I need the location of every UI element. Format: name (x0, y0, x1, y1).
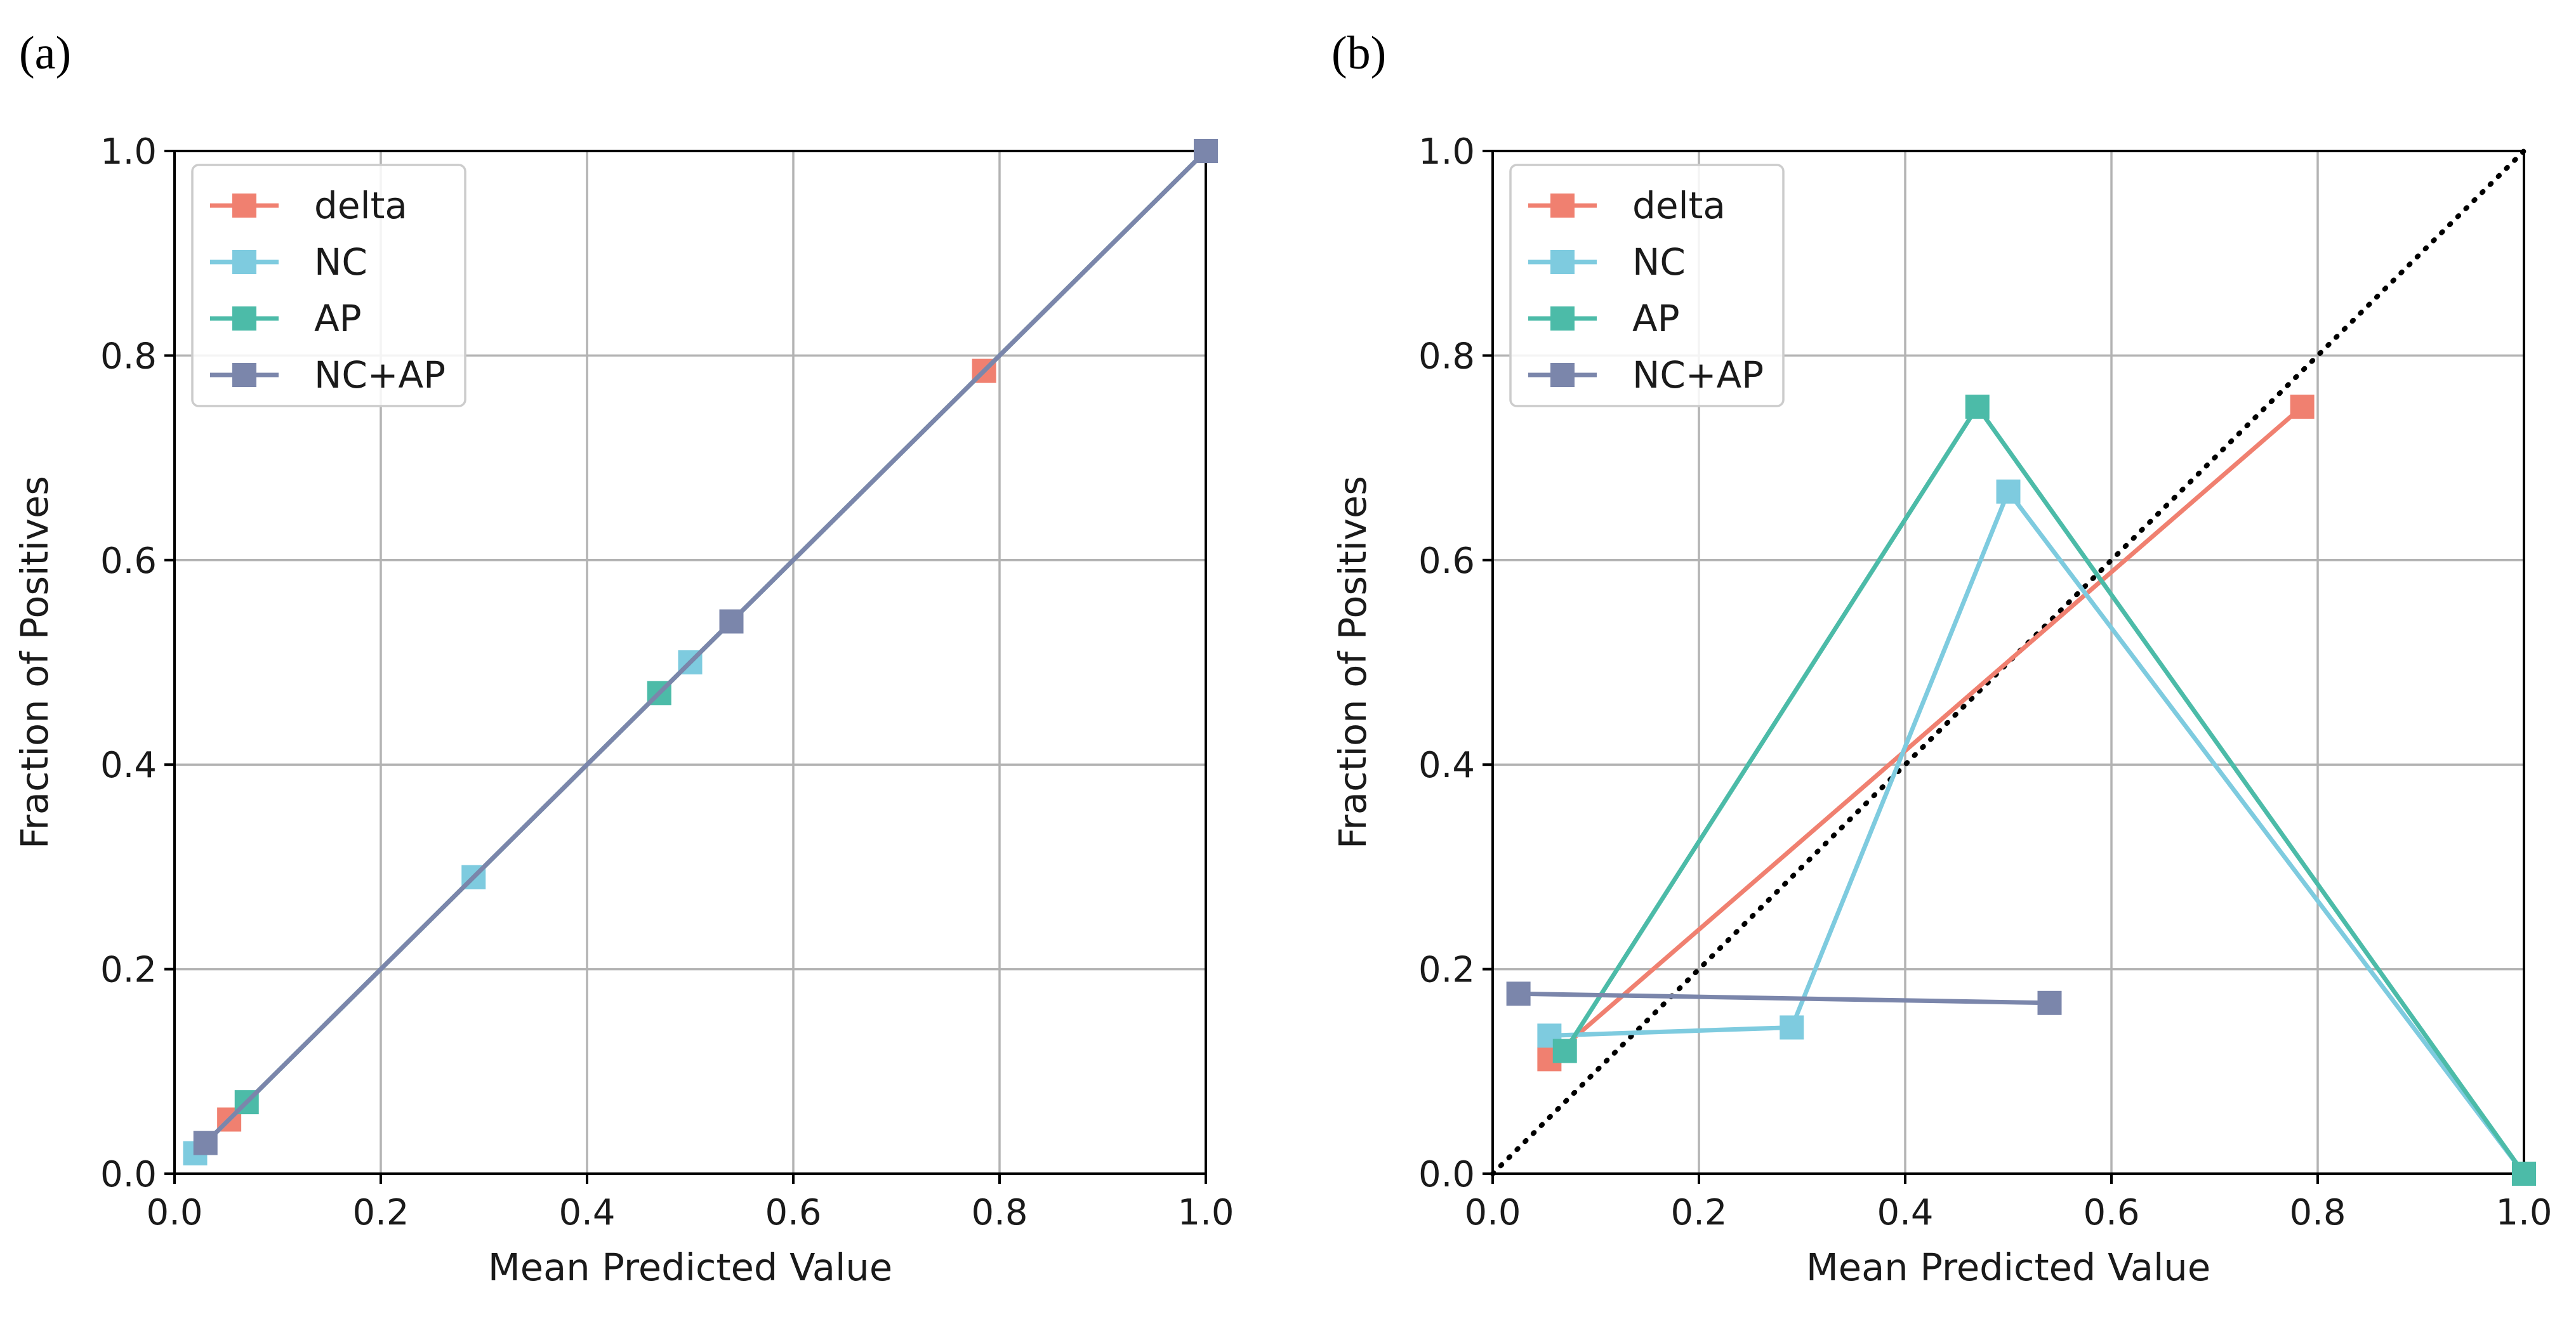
series-ap (1552, 395, 2536, 1186)
data-point (1996, 479, 2021, 504)
y-tick-label: 1.0 (100, 131, 157, 173)
panel-label: (b) (1331, 27, 1386, 79)
legend-swatch-marker (232, 363, 256, 387)
legend: delta NC AP NC+AP (191, 164, 466, 407)
legend-swatch-marker (1550, 363, 1575, 387)
x-axis-title: Mean Predicted Value (1806, 1245, 2210, 1289)
y-tick-label: 1.0 (1418, 131, 1475, 173)
x-tick-label: 0.4 (1877, 1192, 1933, 1233)
legend-entry: NC (1528, 240, 1686, 284)
x-tick-label: 0.0 (1464, 1192, 1521, 1233)
legend-entry: delta (210, 184, 407, 227)
legend-label: delta (314, 184, 407, 227)
y-tick-label: 0.4 (1418, 745, 1475, 786)
series-nc-ap (193, 139, 1218, 1155)
legend-box (191, 164, 466, 407)
data-point (1552, 1039, 1577, 1063)
legend-label: NC (314, 240, 367, 284)
x-tick-label: 0.8 (2289, 1192, 2346, 1233)
y-tick-label: 0.2 (1418, 950, 1475, 991)
y-tick-label: 0.2 (100, 950, 157, 991)
x-tick-label: 0.0 (146, 1192, 202, 1233)
legend-entry: NC+AP (1528, 353, 1764, 397)
panel-b: (b) 0.0 0.2 0.4 0.6 0.8 1.0 0.0 0.2 0.4 0.6 0.8 1.0 M… (1331, 27, 2553, 1289)
legend-label: delta (1632, 184, 1726, 227)
series-nc-ap (1506, 981, 2062, 1015)
legend-label: NC (1632, 240, 1686, 284)
y-tick-label: 0.0 (1418, 1154, 1475, 1195)
legend-swatch-marker (232, 306, 256, 331)
data-point (2512, 1162, 2536, 1186)
data-point (1194, 139, 1218, 163)
y-tick-label: 0.6 (1418, 541, 1475, 582)
x-tick-label: 0.2 (1670, 1192, 1727, 1233)
data-point (193, 1131, 218, 1155)
x-tick-label: 0.4 (558, 1192, 615, 1233)
y-tick-label: 0.6 (100, 541, 157, 582)
data-point (2290, 395, 2315, 419)
x-tick-label: 0.2 (352, 1192, 409, 1233)
panel-label: (a) (19, 27, 71, 79)
y-axis-title: Fraction of Positives (13, 476, 56, 849)
legend-entry: NC+AP (210, 353, 446, 397)
legend-swatch-marker (232, 250, 256, 274)
y-tick-label: 0.8 (100, 336, 157, 377)
x-tick-label: 0.6 (765, 1192, 821, 1233)
y-tick-label: 0.0 (100, 1154, 157, 1195)
series-line (1562, 404, 2526, 1176)
series-line (1548, 405, 2304, 1061)
y-axis-title: Fraction of Positives (1331, 476, 1375, 849)
legend-swatch-marker (1550, 250, 1575, 274)
plot-frame (1491, 150, 2525, 1175)
x-tick-label: 0.6 (2083, 1192, 2139, 1233)
y-tick-label: 0.4 (100, 745, 157, 786)
data-point (1506, 981, 1531, 1006)
legend-swatch-marker (1550, 306, 1575, 331)
x-tick-label: 1.0 (1177, 1192, 1234, 1233)
legend-swatch-marker (1550, 194, 1575, 218)
data-point (2037, 990, 2062, 1015)
series-delta (1537, 395, 2315, 1072)
x-tick-label: 1.0 (2495, 1192, 2552, 1233)
data-point (1965, 395, 1990, 419)
legend-label: NC+AP (1632, 353, 1764, 397)
legend-label: NC+AP (314, 353, 446, 397)
data-point (1780, 1015, 1804, 1040)
panel-a: (a) 0.0 0.2 0.4 0.6 0.8 1.0 0.0 0.2 0.4 0.6 0.8 1.0 M… (13, 27, 1234, 1289)
series-nc (1537, 479, 2536, 1186)
legend-entry: AP (210, 297, 362, 340)
legend-label: AP (1632, 297, 1680, 340)
legend-entry: delta (1528, 184, 1726, 227)
legend: delta NC AP NC+AP (1509, 164, 1785, 407)
series-line (1549, 489, 2526, 1176)
plot-frame (173, 150, 1207, 1175)
legend-box (1509, 164, 1785, 407)
data-point (719, 609, 744, 634)
legend-label: AP (314, 297, 362, 340)
legend-entry: AP (1528, 297, 1680, 340)
y-tick-label: 0.8 (1418, 336, 1475, 377)
legend-swatch-marker (232, 194, 256, 218)
legend-entry: NC (210, 240, 367, 284)
series-line (1518, 991, 2050, 1006)
x-axis-title: Mean Predicted Value (488, 1245, 892, 1289)
perfect-calibration-line (1490, 148, 2526, 1176)
x-tick-label: 0.8 (971, 1192, 1027, 1233)
